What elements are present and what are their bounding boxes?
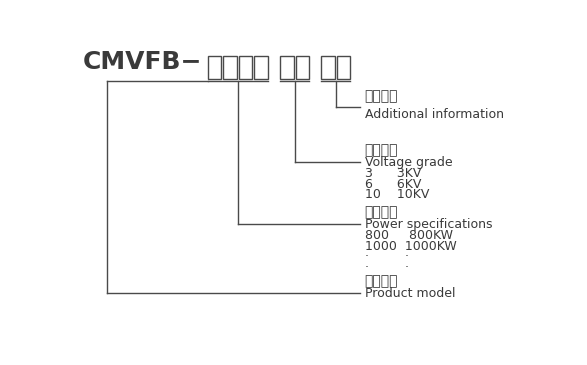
Text: 10    10KV: 10 10KV [365, 188, 429, 201]
Bar [238, 56, 252, 79]
Bar [337, 56, 350, 79]
Text: ·         ·: · · [365, 261, 409, 274]
Text: 800     800KW: 800 800KW [365, 229, 453, 242]
Text: 产品型号: 产品型号 [365, 274, 398, 288]
Bar [296, 56, 309, 79]
Bar [208, 56, 221, 79]
Text: CMVFB−: CMVFB− [82, 50, 202, 74]
Text: 6      6KV: 6 6KV [365, 178, 421, 191]
Text: 电压等级: 电压等级 [365, 143, 398, 158]
Bar [223, 56, 237, 79]
Bar [254, 56, 268, 79]
Text: Voltage grade: Voltage grade [365, 157, 452, 169]
Bar [281, 56, 294, 79]
Text: ·         ·: · · [365, 250, 409, 263]
Text: 1000  1000KW: 1000 1000KW [365, 239, 456, 253]
Text: 3      3KV: 3 3KV [365, 167, 421, 180]
Text: Product model: Product model [365, 287, 455, 300]
Bar [321, 56, 335, 79]
Text: 附加说明: 附加说明 [365, 89, 398, 103]
Text: Power specifications: Power specifications [365, 218, 492, 231]
Text: Additional information: Additional information [365, 108, 504, 122]
Text: 功率规格: 功率规格 [365, 205, 398, 219]
